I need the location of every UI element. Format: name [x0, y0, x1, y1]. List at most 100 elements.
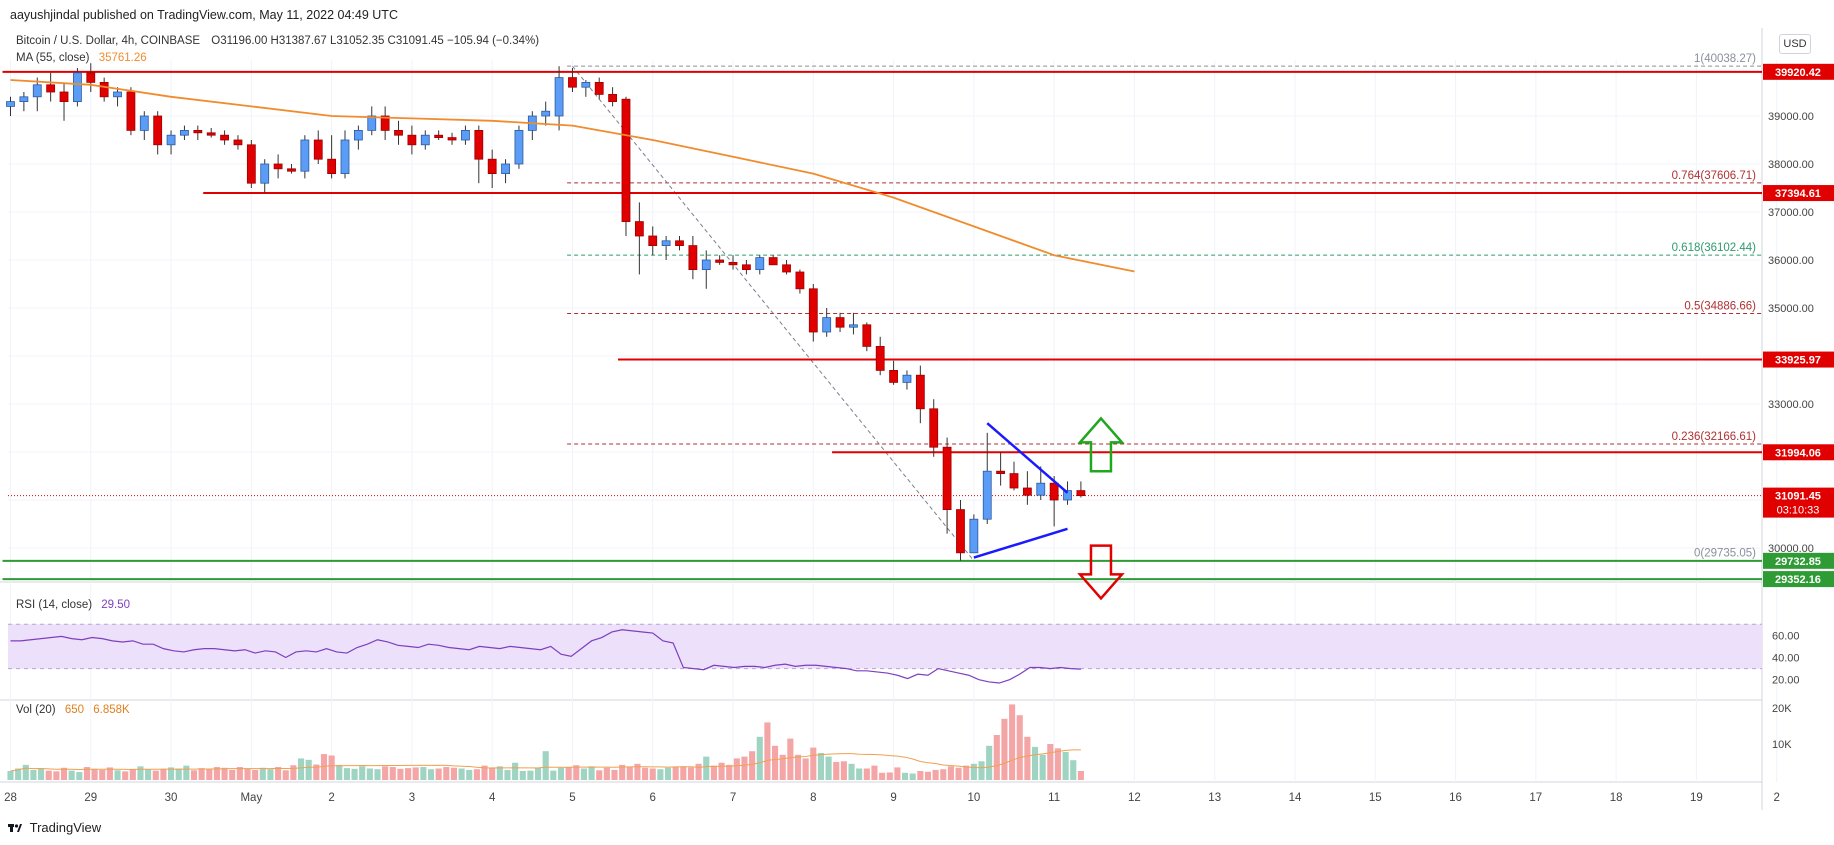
- candle-body[interactable]: [46, 84, 56, 93]
- candle-body[interactable]: [461, 129, 470, 141]
- candle-body[interactable]: [59, 91, 69, 102]
- candle-body[interactable]: [287, 168, 296, 172]
- candle-body[interactable]: [73, 72, 82, 103]
- candle-body[interactable]: [246, 144, 256, 184]
- volume-bar: [389, 767, 396, 780]
- candle-body[interactable]: [942, 446, 952, 511]
- candle-body[interactable]: [86, 72, 96, 83]
- candle-body[interactable]: [474, 129, 484, 160]
- currency-button[interactable]: USD: [1779, 34, 1811, 54]
- candle-body[interactable]: [849, 324, 858, 328]
- candle-body[interactable]: [902, 374, 912, 383]
- candle-body[interactable]: [6, 101, 15, 107]
- candle-body[interactable]: [581, 82, 591, 88]
- candle-body[interactable]: [407, 134, 417, 146]
- candle-body[interactable]: [32, 84, 42, 98]
- candle-body[interactable]: [447, 137, 457, 141]
- candle-body[interactable]: [514, 129, 524, 165]
- candle-body[interactable]: [728, 261, 738, 266]
- candle-body[interactable]: [808, 288, 818, 333]
- candle-body[interactable]: [367, 115, 377, 131]
- volume-bar: [282, 770, 289, 780]
- candle-body[interactable]: [380, 115, 390, 131]
- candle-body[interactable]: [795, 271, 805, 290]
- candle-body[interactable]: [420, 134, 430, 146]
- candle-body[interactable]: [782, 264, 791, 273]
- candle-body[interactable]: [340, 139, 350, 174]
- candle-body[interactable]: [541, 110, 551, 117]
- candle-body[interactable]: [996, 470, 1006, 475]
- trendline[interactable]: [986, 422, 1069, 494]
- candle-body[interactable]: [875, 345, 885, 371]
- candle-body[interactable]: [688, 245, 698, 271]
- volume-bar: [657, 769, 664, 780]
- candle-body[interactable]: [862, 324, 872, 347]
- candle-body[interactable]: [701, 259, 711, 270]
- candle-body[interactable]: [139, 115, 149, 131]
- candle-body[interactable]: [233, 139, 243, 146]
- candle-body[interactable]: [1049, 482, 1059, 501]
- candle-body[interactable]: [661, 240, 671, 247]
- candle-body[interactable]: [608, 94, 617, 103]
- candle-body[interactable]: [715, 259, 725, 263]
- candle-body[interactable]: [273, 163, 283, 170]
- candle-body[interactable]: [313, 139, 323, 160]
- candle-body[interactable]: [153, 115, 163, 146]
- y-tick-label: 38000.00: [1768, 159, 1814, 171]
- candle-body[interactable]: [554, 77, 564, 117]
- y-tick-label: 39000.00: [1768, 111, 1814, 123]
- candle-body[interactable]: [969, 518, 979, 554]
- candle-body[interactable]: [206, 132, 216, 136]
- candle-body[interactable]: [822, 317, 832, 333]
- candle-body[interactable]: [1022, 487, 1032, 496]
- volume-bar: [412, 767, 419, 780]
- candle-body[interactable]: [126, 91, 136, 131]
- ma-legend[interactable]: MA (55, close) 35761.26: [16, 52, 147, 64]
- volume-bar: [886, 772, 893, 780]
- candle-body[interactable]: [648, 235, 658, 246]
- candle-body[interactable]: [220, 134, 229, 141]
- volume-legend[interactable]: Vol (20) 650 6.858K: [16, 704, 130, 716]
- candle-body[interactable]: [889, 369, 898, 383]
- candle-body[interactable]: [501, 163, 510, 174]
- candle-body[interactable]: [1036, 482, 1046, 496]
- candle-body[interactable]: [1009, 473, 1019, 489]
- candle-body[interactable]: [956, 509, 965, 554]
- candle-body[interactable]: [1076, 490, 1086, 497]
- candle-body[interactable]: [193, 129, 203, 134]
- candle-body[interactable]: [929, 408, 939, 448]
- candle-body[interactable]: [594, 82, 604, 95]
- rsi-legend[interactable]: RSI (14, close) 29.50: [16, 599, 130, 611]
- candle-body[interactable]: [394, 129, 403, 136]
- candle-body[interactable]: [166, 134, 176, 146]
- candle-body[interactable]: [99, 82, 109, 98]
- candle-body[interactable]: [434, 134, 444, 138]
- candle-body[interactable]: [300, 139, 310, 172]
- candle-body[interactable]: [568, 77, 577, 88]
- trendline[interactable]: [973, 527, 1068, 559]
- candle-body[interactable]: [675, 240, 684, 247]
- candle-body[interactable]: [742, 264, 751, 270]
- candle-body[interactable]: [755, 257, 765, 271]
- candle-body[interactable]: [768, 257, 778, 266]
- candle-body[interactable]: [982, 470, 992, 520]
- candle-body[interactable]: [19, 96, 29, 103]
- candle-body[interactable]: [1063, 490, 1072, 501]
- volume-bar: [206, 769, 213, 780]
- candle-body[interactable]: [353, 129, 363, 141]
- candle-body[interactable]: [634, 221, 644, 237]
- candle-body[interactable]: [621, 98, 631, 222]
- candle-body[interactable]: [915, 374, 925, 410]
- candle-body[interactable]: [835, 317, 845, 328]
- volume-bar: [527, 770, 534, 780]
- candle-body[interactable]: [113, 91, 122, 98]
- x-tick-label: 15: [1369, 792, 1382, 804]
- candle-body[interactable]: [260, 163, 270, 184]
- symbol-line[interactable]: Bitcoin / U.S. Dollar, 4h, COINBASE: [16, 35, 201, 47]
- candle-body[interactable]: [180, 129, 189, 136]
- candle-body[interactable]: [327, 158, 337, 174]
- volume-bar: [848, 763, 855, 780]
- tradingview-brand[interactable]: TradingView: [8, 820, 101, 835]
- candle-body[interactable]: [487, 158, 497, 174]
